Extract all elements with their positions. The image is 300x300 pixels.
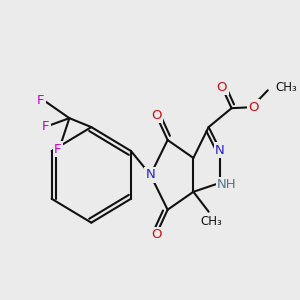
Text: O: O xyxy=(151,228,161,241)
Text: F: F xyxy=(37,94,44,107)
Text: NH: NH xyxy=(217,178,237,191)
Text: F: F xyxy=(54,142,62,155)
Text: O: O xyxy=(217,81,227,94)
Text: F: F xyxy=(42,120,49,133)
Text: O: O xyxy=(151,109,161,122)
Text: N: N xyxy=(146,168,155,182)
Text: O: O xyxy=(248,101,259,114)
Text: CH₃: CH₃ xyxy=(275,81,297,94)
Text: CH₃: CH₃ xyxy=(201,215,222,228)
Text: N: N xyxy=(215,143,225,157)
